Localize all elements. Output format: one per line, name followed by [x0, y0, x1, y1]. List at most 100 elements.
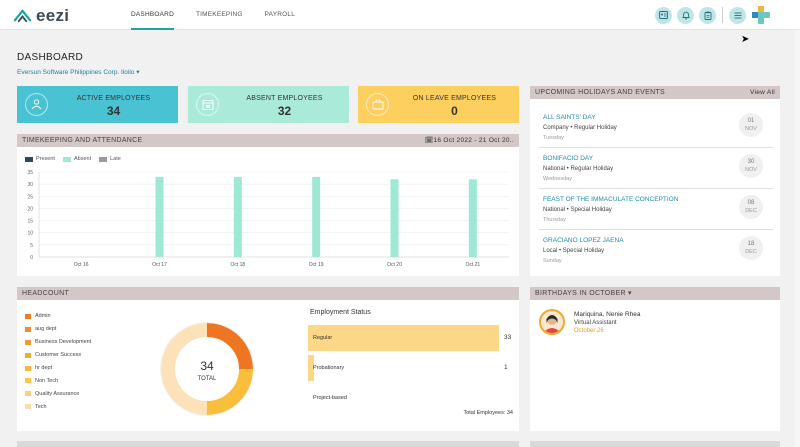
holiday-day: 01 — [747, 118, 755, 124]
users-icon — [25, 93, 48, 116]
employment-bar-count: 33 — [504, 334, 512, 341]
legend-item-present[interactable]: Present — [25, 156, 55, 162]
legend-label: Late — [110, 156, 121, 162]
holiday-weekday: Wednesday — [543, 176, 572, 182]
panel-title: TIMEKEEPING AND ATTENDANCE — [22, 137, 143, 144]
legend-swatch — [25, 156, 33, 162]
holiday-type: Company • Regular Holiday — [543, 125, 617, 131]
holiday-date-badge: 01 NOV — [739, 113, 763, 137]
holiday-month: DEC — [745, 208, 757, 214]
legend-item-late[interactable]: Late — [99, 156, 121, 162]
holiday-weekday: Thursday — [543, 217, 566, 223]
employment-bar-label: Project-based — [313, 395, 347, 401]
page-title: DASHBOARD — [17, 52, 84, 63]
id-card-icon[interactable] — [655, 6, 672, 24]
nav-tab-dashboard[interactable]: DASHBOARD — [131, 0, 174, 30]
holidays-panel-header: UPCOMING HOLIDAYS AND EVENTS View All — [530, 86, 780, 99]
department-item[interactable]: Customer Success — [25, 349, 91, 362]
headcount-donut-chart: 34 TOTAL — [160, 322, 254, 416]
holiday-day: 30 — [747, 159, 755, 165]
birthday-item[interactable]: Mariquina, Nenie Rhea Virtual Assistant … — [539, 309, 640, 335]
bell-icon[interactable] — [677, 6, 694, 24]
sitemap-icon — [25, 365, 31, 371]
y-tick-label: 35 — [27, 170, 33, 176]
birthdays-panel-header[interactable]: BIRTHDAYS IN OCTOBER ▾ — [530, 287, 780, 300]
y-tick-label: 0 — [30, 255, 33, 261]
company-logo-icon[interactable] — [752, 6, 770, 24]
department-item[interactable]: Admin — [25, 310, 91, 323]
holiday-name: FEAST OF THE IMMACULATE CONCEPTION — [543, 196, 679, 203]
holiday-day: 08 — [747, 200, 755, 206]
page-scrollbar[interactable] — [795, 30, 800, 447]
headcount-panel-header: HEADCOUNT — [17, 287, 519, 300]
stat-card-active-employees[interactable]: ACTIVE EMPLOYEES 34 — [17, 86, 178, 123]
holiday-item[interactable]: BONIFACIO DAY National • Regular Holiday… — [539, 148, 773, 189]
clipboard-icon[interactable] — [699, 6, 716, 24]
view-all-link[interactable]: View All — [749, 89, 775, 96]
total-employees-label: Total Employees: 34 — [463, 410, 513, 416]
department-item[interactable]: Business Development — [25, 336, 91, 349]
holiday-item[interactable]: FEAST OF THE IMMACULATE CONCEPTION Natio… — [539, 189, 773, 230]
department-item[interactable]: Tech — [25, 400, 91, 413]
department-item[interactable]: aug dept — [25, 323, 91, 336]
birthdays-panel: BIRTHDAYS IN OCTOBER ▾ Mariquina, Nenie … — [530, 287, 780, 431]
employment-bar-label: Probationary — [313, 365, 345, 371]
avatar — [539, 309, 565, 335]
department-name: Tech — [35, 403, 47, 410]
donut-segment — [161, 323, 253, 415]
bar-absent — [390, 179, 399, 257]
date-range-text: 16 Oct 2022 - 21 Oct 20.. — [433, 137, 514, 144]
panel-title: UPCOMING HOLIDAYS AND EVENTS — [535, 89, 666, 96]
y-tick-label: 15 — [27, 219, 33, 225]
holidays-panel: UPCOMING HOLIDAYS AND EVENTS View All AL… — [530, 86, 780, 276]
logo-mark-icon — [13, 9, 32, 22]
date-range-picker[interactable]: 🗓16 Oct 2022 - 21 Oct 20.. — [425, 134, 514, 147]
nav-tab-timekeeping[interactable]: TIMEKEEPING — [195, 11, 243, 18]
hamburger-menu-icon[interactable] — [729, 6, 746, 24]
attendance-chart: 0 5 10 15 20 25 30 35 Oct 16 Oct 17 Oct 18 Oct 19 Oc… — [27, 170, 509, 268]
y-tick-label: 5 — [30, 243, 33, 249]
employment-bar-label: Regular — [313, 335, 333, 341]
company-name: Eversun Software Philippines Corp. Iloil… — [17, 69, 135, 76]
donut-outline — [160, 322, 254, 416]
holiday-item[interactable]: ALL SAINTS' DAY Company • Regular Holida… — [539, 107, 773, 148]
stat-card-on-leave-employees[interactable]: ON LEAVE EMPLOYEES 0 — [358, 86, 519, 123]
employment-bar[interactable] — [308, 355, 314, 381]
stat-value: 0 — [451, 104, 458, 118]
holiday-date-badge: 08 DEC — [739, 195, 763, 219]
company-selector[interactable]: Eversun Software Philippines Corp. Iloil… — [17, 68, 140, 76]
department-item[interactable]: hr dept — [25, 362, 91, 375]
birthday-role: Virtual Assistant — [574, 319, 617, 326]
nav-tab-payroll[interactable]: PAYROLL — [264, 11, 296, 18]
x-tick-label: Oct 17 — [152, 262, 167, 268]
bar-absent — [312, 176, 321, 257]
calendar-icon: 🗓 — [424, 137, 434, 144]
department-name: hr dept — [35, 365, 53, 371]
app-logo[interactable]: eezi — [13, 6, 69, 26]
holiday-type: National • Special Holiday — [543, 207, 612, 213]
department-legend: Admin aug dept Business Development Cust… — [25, 310, 91, 413]
sitemap-icon — [25, 339, 31, 345]
holiday-name: ALL SAINTS' DAY — [543, 114, 596, 121]
department-name: Admin — [35, 313, 51, 320]
department-item[interactable]: Non Tech — [25, 374, 91, 387]
stat-card-absent-employees[interactable]: ABSENT EMPLOYEES 32 — [188, 86, 349, 123]
y-tick-label: 30 — [27, 182, 33, 188]
holiday-item[interactable]: GRACIANO LOPEZ JAENA Local • Special Hol… — [539, 230, 773, 271]
department-name: Business Development — [35, 339, 92, 346]
holiday-weekday: Tuesday — [543, 135, 564, 141]
toolbar-icons — [650, 6, 770, 24]
bar-absent — [468, 179, 477, 257]
stat-value: 32 — [277, 104, 292, 118]
chevron-down-icon: ▾ — [136, 69, 140, 76]
panel-title: HEADCOUNT — [22, 290, 70, 297]
stat-value: 34 — [106, 104, 121, 118]
x-tick-label: Oct 21 — [465, 262, 480, 268]
x-tick-label: Oct 20 — [387, 262, 402, 268]
mouse-cursor-icon: ➤ — [741, 34, 750, 45]
holiday-date-badge: 18 DEC — [739, 236, 763, 260]
department-item[interactable]: Quality Assurance — [25, 387, 91, 400]
legend-item-absent[interactable]: Absent — [62, 156, 91, 162]
employment-bar[interactable] — [308, 325, 500, 351]
legend-label: Present — [36, 156, 55, 162]
